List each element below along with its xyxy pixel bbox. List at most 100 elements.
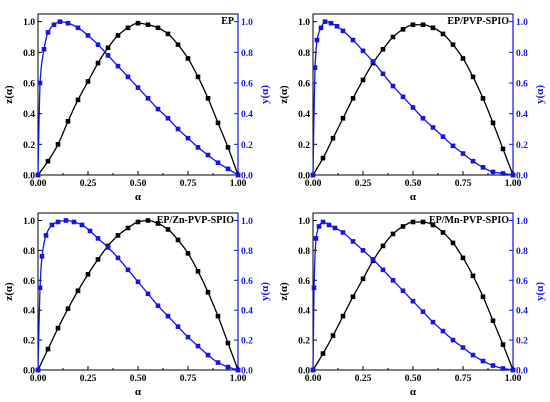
y-left-tick-label: 1.0 xyxy=(23,18,35,28)
data-point-z xyxy=(330,135,336,141)
data-point-z xyxy=(340,313,346,319)
plot-frame xyxy=(312,212,514,371)
data-point-y xyxy=(95,42,101,47)
y-right-tick-label: 0.2 xyxy=(516,337,528,347)
y-right-tick-label: 0.8 xyxy=(241,49,253,59)
data-point-y xyxy=(63,218,69,223)
y-left-axis-title: z(α) xyxy=(278,85,290,104)
y-right-tick-label: 0.6 xyxy=(516,277,528,287)
y-right-tick-label: 0.8 xyxy=(241,247,253,257)
data-point-z xyxy=(85,272,91,277)
data-point-z xyxy=(390,34,396,40)
y-left-tick-label: 0.8 xyxy=(298,247,310,257)
data-point-y xyxy=(340,28,346,34)
y-left-tick-label: 1.0 xyxy=(298,217,310,227)
y-right-tick-label: 0.6 xyxy=(241,80,253,90)
data-point-y xyxy=(480,165,486,170)
data-point-y xyxy=(39,254,45,259)
x-tick-label: 0.50 xyxy=(130,179,147,189)
y-left-tick-label: 0.4 xyxy=(23,307,35,317)
data-point-y xyxy=(175,126,181,132)
data-point-z xyxy=(75,97,81,103)
data-point-z xyxy=(490,318,496,323)
data-point-z xyxy=(145,22,151,28)
data-point-z xyxy=(75,288,81,294)
y-left-tick-label: 1.0 xyxy=(23,217,35,227)
data-point-y xyxy=(380,71,386,77)
data-point-y xyxy=(37,80,43,86)
data-point-z xyxy=(85,79,91,84)
data-point-y xyxy=(65,20,71,26)
chart-panel-1: 0.00 0.25 0.50 0.75 1.000.0 0.00.2 0.20.4 0.40.… xyxy=(3,13,271,203)
y-left-tick-label: 0.8 xyxy=(298,49,310,59)
x-tick-label: 0.00 xyxy=(30,179,47,189)
y-right-tick-label: 1.0 xyxy=(516,18,528,28)
y-left-axis-title: z(α) xyxy=(278,282,290,301)
data-point-y xyxy=(115,255,121,261)
data-point-y xyxy=(316,224,322,229)
plot-frame xyxy=(312,13,514,176)
data-point-y xyxy=(105,245,111,250)
data-point-y xyxy=(225,364,231,370)
data-point-z xyxy=(185,251,191,256)
data-point-y xyxy=(195,145,201,150)
data-point-z xyxy=(500,342,506,347)
data-point-z xyxy=(440,230,446,235)
y-left-tick-label: 1.0 xyxy=(298,18,310,28)
x-tick-label: 1.00 xyxy=(505,374,522,384)
x-tick-label: 0.25 xyxy=(355,374,372,384)
data-point-z xyxy=(55,325,61,331)
y-left-tick-label: 0.2 xyxy=(298,337,310,347)
data-point-y xyxy=(350,239,356,244)
data-point-z xyxy=(95,257,101,262)
data-point-z xyxy=(410,219,416,225)
y-left-tick-label: 0.8 xyxy=(23,247,35,257)
y-right-tick-label: 0.2 xyxy=(516,141,528,151)
data-point-y xyxy=(205,152,211,158)
x-tick-label: 0.75 xyxy=(180,374,197,384)
y-right-tick-label: 1.0 xyxy=(516,217,528,227)
data-point-y xyxy=(165,313,171,319)
data-point-y xyxy=(500,366,506,371)
x-tick-label: 0.00 xyxy=(30,374,47,384)
data-point-z xyxy=(55,142,61,147)
data-point-z xyxy=(135,20,141,26)
panel-label: EP/Zn-PVP-SPIO xyxy=(157,215,234,226)
data-point-z xyxy=(175,42,181,47)
data-point-y xyxy=(430,319,436,325)
data-point-y xyxy=(450,337,456,343)
y-right-tick-label: 0.8 xyxy=(516,49,528,59)
data-point-z xyxy=(380,46,386,52)
y-right-tick-label: 0.0 xyxy=(241,367,253,377)
data-point-y xyxy=(322,19,328,24)
data-point-y xyxy=(45,30,51,35)
data-point-y xyxy=(75,25,81,31)
data-point-y xyxy=(320,219,326,225)
data-point-y xyxy=(470,352,476,358)
data-point-y xyxy=(313,236,319,241)
y-left-axis-title: z(α) xyxy=(3,85,15,104)
data-point-y xyxy=(400,288,406,294)
series-line-z xyxy=(37,219,239,371)
x-tick-label: 0.75 xyxy=(455,374,472,384)
chart-panel-3: 0.00 0.25 0.50 0.75 1.000.0 0.00.2 0.20.4 0.40.… xyxy=(3,212,271,398)
x-axis-title: α xyxy=(410,191,417,203)
series-line-y xyxy=(37,219,239,371)
data-point-y xyxy=(310,172,316,178)
data-point-z xyxy=(360,77,366,83)
data-point-y xyxy=(195,343,201,349)
data-point-y xyxy=(215,160,221,166)
y-right-axis-title: y(α) xyxy=(259,282,271,301)
data-point-y xyxy=(390,277,396,283)
data-point-y xyxy=(79,222,85,228)
y-right-axis-title: y(α) xyxy=(259,85,271,104)
data-point-z xyxy=(195,74,201,80)
y-left-tick-label: 0.0 xyxy=(298,367,310,377)
data-point-y xyxy=(312,65,318,70)
data-point-y xyxy=(480,358,486,364)
data-point-y xyxy=(314,37,320,43)
data-point-z xyxy=(330,333,336,338)
data-point-y xyxy=(35,367,41,373)
y-right-tick-label: 1.0 xyxy=(241,18,253,28)
data-point-z xyxy=(155,25,161,31)
